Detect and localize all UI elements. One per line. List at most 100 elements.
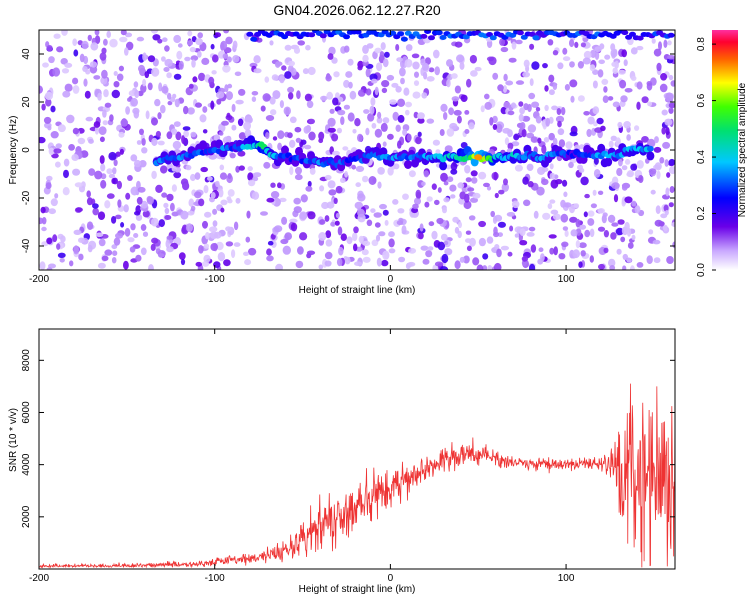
heat-cell	[472, 257, 480, 266]
y-tick-label: -20	[21, 190, 32, 205]
heat-cell	[319, 185, 325, 192]
heat-cell	[148, 264, 154, 270]
heat-cell	[569, 61, 575, 68]
heat-cell	[307, 180, 312, 188]
heat-cell	[199, 114, 207, 123]
heat-cell	[504, 137, 510, 146]
heat-cell	[563, 191, 568, 198]
heat-cell	[250, 36, 258, 42]
heat-cell	[164, 207, 170, 215]
heat-cell	[152, 34, 161, 41]
heat-cell	[210, 243, 218, 251]
heat-cell	[220, 199, 228, 206]
heat-cell	[188, 198, 195, 207]
heat-cell	[190, 131, 197, 138]
heat-cell	[99, 155, 105, 165]
heat-cell	[668, 102, 675, 109]
heat-cell	[260, 211, 268, 216]
heat-cell	[564, 84, 571, 91]
heat-cell	[503, 178, 508, 186]
heat-cell	[266, 248, 272, 256]
heat-cell	[583, 111, 590, 116]
heat-cell	[269, 40, 274, 46]
heat-cell	[237, 118, 244, 127]
heat-cell	[647, 101, 653, 107]
colorbar-gradient	[712, 30, 738, 270]
heat-cell	[667, 55, 675, 60]
heat-cell	[489, 35, 497, 41]
heat-cell	[336, 258, 343, 267]
heat-cell	[183, 130, 190, 138]
heat-cell	[52, 234, 58, 243]
heat-cell	[53, 33, 61, 39]
heat-cell	[170, 128, 178, 135]
heat-cell	[45, 182, 52, 190]
heat-cell	[618, 158, 623, 167]
heat-cell	[428, 67, 435, 73]
heat-cell	[94, 126, 99, 135]
heat-cell	[508, 57, 517, 63]
heat-cell	[629, 31, 636, 37]
heat-cell	[280, 238, 289, 245]
heat-cell	[527, 124, 537, 133]
heat-cell	[519, 228, 526, 237]
heat-cell	[246, 210, 251, 219]
heat-cell	[46, 45, 53, 52]
heat-cell	[378, 231, 386, 237]
heat-cell	[381, 87, 388, 94]
heat-cell	[500, 245, 509, 251]
heat-cell	[46, 237, 53, 245]
heat-cell	[365, 127, 370, 136]
heat-cell	[395, 44, 400, 51]
heat-cell	[634, 125, 640, 131]
heat-cell	[246, 31, 254, 37]
heat-cell	[59, 258, 65, 263]
heat-cell	[142, 231, 149, 237]
heat-cell	[72, 127, 79, 135]
heat-cell	[459, 62, 465, 70]
heat-cell	[437, 187, 442, 193]
heat-cell	[374, 128, 383, 138]
heat-cell	[528, 226, 536, 232]
heat-cell	[420, 245, 429, 251]
heat-cell	[50, 105, 56, 113]
heat-cell	[526, 163, 534, 171]
heat-cell	[603, 247, 609, 254]
heat-cell	[393, 163, 400, 170]
heat-cell	[202, 129, 208, 134]
heat-cell	[519, 107, 525, 115]
heat-cell	[39, 261, 46, 270]
heat-cell	[377, 181, 382, 189]
heat-cell	[631, 200, 637, 207]
chart-title: GN04.2026.062.12.27.R20	[273, 2, 441, 18]
heat-cell	[542, 63, 548, 69]
heat-cell	[185, 164, 192, 171]
heat-cell	[607, 214, 616, 223]
heat-cell	[440, 172, 448, 182]
heat-cell	[522, 176, 529, 185]
heat-cell	[396, 57, 403, 62]
spectrogram-y-label: Frequency (Hz)	[8, 116, 19, 185]
heat-cell	[279, 197, 287, 203]
heat-cell	[108, 173, 115, 179]
heat-cell	[277, 142, 282, 151]
heat-cell	[283, 106, 291, 116]
heat-cell	[126, 175, 133, 181]
heat-cell	[215, 180, 220, 188]
heat-cell	[319, 33, 327, 39]
heat-cell	[210, 100, 215, 110]
heat-cell	[113, 237, 121, 246]
heat-cell	[404, 58, 413, 68]
heat-cell	[520, 122, 526, 130]
heat-cell	[483, 182, 490, 188]
heat-cell	[613, 194, 619, 203]
heat-cell	[493, 171, 498, 181]
heat-cell	[83, 78, 88, 87]
heat-cell	[593, 121, 598, 127]
heat-cell	[426, 118, 435, 124]
heat-cell	[646, 255, 653, 264]
heat-cell	[664, 118, 673, 126]
heat-cell	[382, 209, 389, 216]
heat-cell	[400, 77, 405, 85]
heat-cell	[275, 61, 281, 68]
